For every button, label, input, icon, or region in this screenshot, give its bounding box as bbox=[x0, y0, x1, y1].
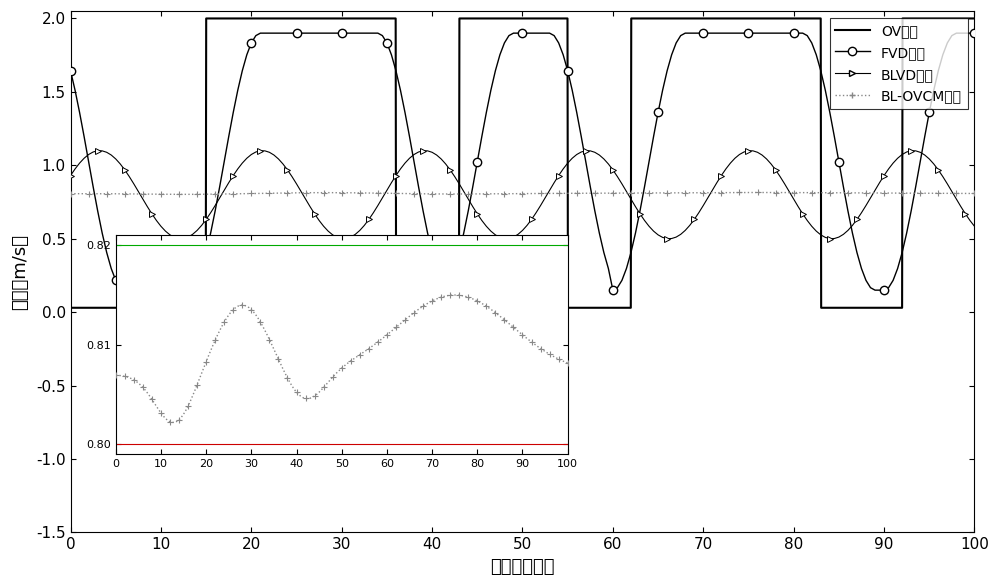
Y-axis label: 速度（m/s）: 速度（m/s） bbox=[11, 234, 29, 310]
Legend: OV模型, FVD模型, BLVD模型, BL-OVCM模型: OV模型, FVD模型, BLVD模型, BL-OVCM模型 bbox=[830, 18, 968, 109]
X-axis label: 车辆数（辆）: 车辆数（辆） bbox=[490, 558, 555, 576]
